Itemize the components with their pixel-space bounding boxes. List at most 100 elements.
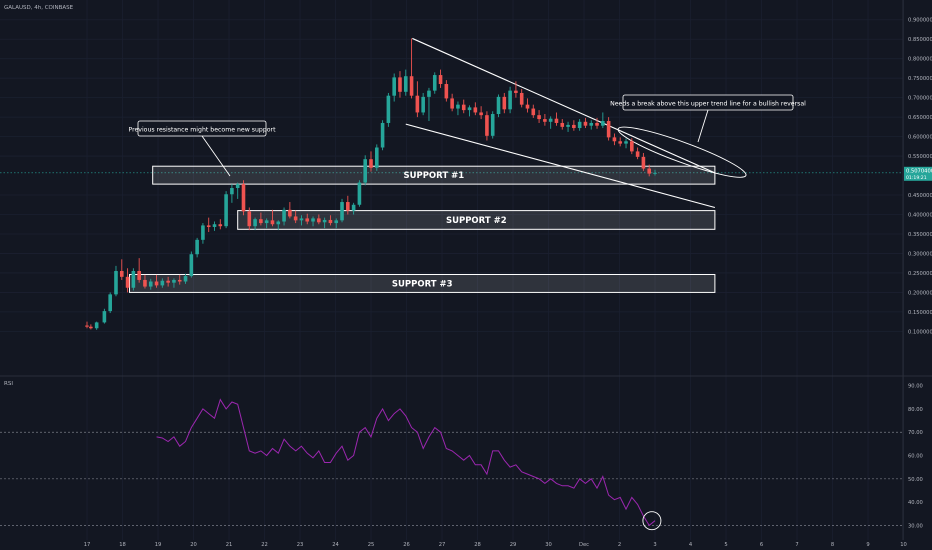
support-zone-3-box (129, 273, 716, 293)
candle-body (374, 147, 379, 168)
candle-body (583, 121, 588, 126)
candle-body (386, 95, 391, 123)
candle-body (154, 281, 159, 286)
price-tick-label: 0.55000000 (908, 154, 932, 160)
candle-body (241, 184, 246, 212)
price-badge (904, 166, 932, 181)
breakout-ellipse (617, 126, 747, 178)
upper-trend-line (412, 37, 716, 174)
candle-body (479, 112, 483, 116)
candle-body (456, 104, 460, 109)
candle-body (148, 281, 153, 287)
candle-body (427, 90, 431, 97)
candle-body (311, 218, 315, 222)
candle-body (485, 115, 489, 136)
price-tick-label: 0.75000000 (908, 76, 932, 82)
candle-body (334, 220, 339, 224)
time-tick-label: 8 (831, 542, 834, 548)
candle-body (270, 220, 275, 225)
price-tick-label: 0.90000000 (908, 18, 932, 24)
candle-body (525, 104, 530, 109)
price-axis: 0.90000000 0.85000000 0.80000000 0.75000000… (904, 18, 932, 335)
candle-body (554, 118, 559, 123)
candle-body (259, 219, 263, 224)
candle-body (177, 279, 182, 282)
candle-body (224, 194, 228, 227)
price-tick-label: 0.40000000 (908, 213, 932, 219)
symbol-title: GALAUSD, 4h, COINBASE (4, 5, 74, 11)
time-axis: 17 18 19 20 21 22 23 24 25 26 27 28 29 30 Dec 2 3 4 5 6 7 8 9 1… (84, 542, 907, 548)
candle-body (264, 220, 269, 224)
candle-body (601, 121, 605, 126)
candle-body (589, 122, 594, 126)
candle-body (392, 77, 396, 96)
candle-body (108, 294, 112, 312)
callout-left-pointer (201, 135, 231, 177)
time-tick-label: 27 (439, 542, 446, 548)
candle-body (357, 182, 362, 205)
candle-body (363, 159, 368, 183)
time-tick-label: 22 (261, 542, 268, 548)
candle-body (537, 115, 541, 120)
candle-body (299, 218, 304, 221)
candle-body (253, 219, 257, 227)
candle-body (322, 219, 327, 223)
candle-body (519, 92, 524, 105)
candle-body (137, 270, 141, 280)
candle-body (461, 104, 466, 111)
candle-body (432, 75, 437, 91)
time-tick-label: 30 (545, 542, 552, 548)
candle-body (508, 90, 512, 110)
candle-body (415, 95, 420, 113)
candle-body (624, 141, 628, 144)
price-tick-label: 0.70000000 (908, 96, 932, 102)
candle-body (380, 122, 385, 148)
time-tick-label: 4 (689, 542, 693, 548)
support-zone-2-label: SUPPORT #2 (446, 216, 507, 226)
candle-body (490, 114, 495, 136)
candle-body (160, 280, 165, 286)
rsi-tick-label: 90.00 (908, 384, 923, 390)
rsi-tick-label: 30.00 (908, 523, 923, 529)
candle-body (195, 239, 199, 255)
time-tick-label: Dec (579, 542, 589, 548)
candle-body (282, 209, 286, 222)
time-tick-label: 3 (653, 542, 656, 548)
candle-body (114, 270, 118, 295)
candle-body (172, 279, 176, 283)
rsi-highlight-circle (642, 511, 662, 531)
rsi-tick-label: 40.00 (908, 500, 923, 506)
candle-body (467, 107, 472, 111)
candle-body (94, 322, 99, 329)
candle-body (206, 225, 211, 227)
callouts: Previous resistance might become new sup… (128, 94, 806, 177)
time-tick-label: 9 (866, 542, 869, 548)
candle-body (288, 209, 292, 217)
candle-body (102, 311, 107, 323)
candle-body (340, 202, 344, 221)
candle-body (189, 254, 194, 277)
rsi-tick-label: 60.00 (908, 454, 923, 460)
candle-body (403, 76, 408, 92)
time-tick-label: 2 (618, 542, 621, 548)
candle-body (218, 224, 223, 227)
rsi-tick-label: 80.00 (908, 407, 923, 413)
rsi-tick-label: 50.00 (908, 477, 923, 483)
candle-body (166, 280, 170, 283)
candle-body (293, 216, 298, 221)
candle-body (235, 184, 240, 189)
candle-body (630, 141, 634, 152)
candle-body (502, 96, 507, 110)
price-badge-countdown: 01:19:21 (906, 175, 927, 181)
candle-body (566, 124, 570, 127)
time-tick-label: 25 (368, 542, 375, 548)
time-tick-label: 29 (510, 542, 517, 548)
candle-body (653, 172, 657, 174)
candle-body (398, 77, 402, 92)
candle-body (305, 218, 310, 222)
price-tick-label: 0.20000000 (908, 290, 932, 296)
candle-body (247, 211, 252, 227)
rsi-line (156, 398, 656, 527)
time-tick-label: 23 (297, 542, 304, 548)
